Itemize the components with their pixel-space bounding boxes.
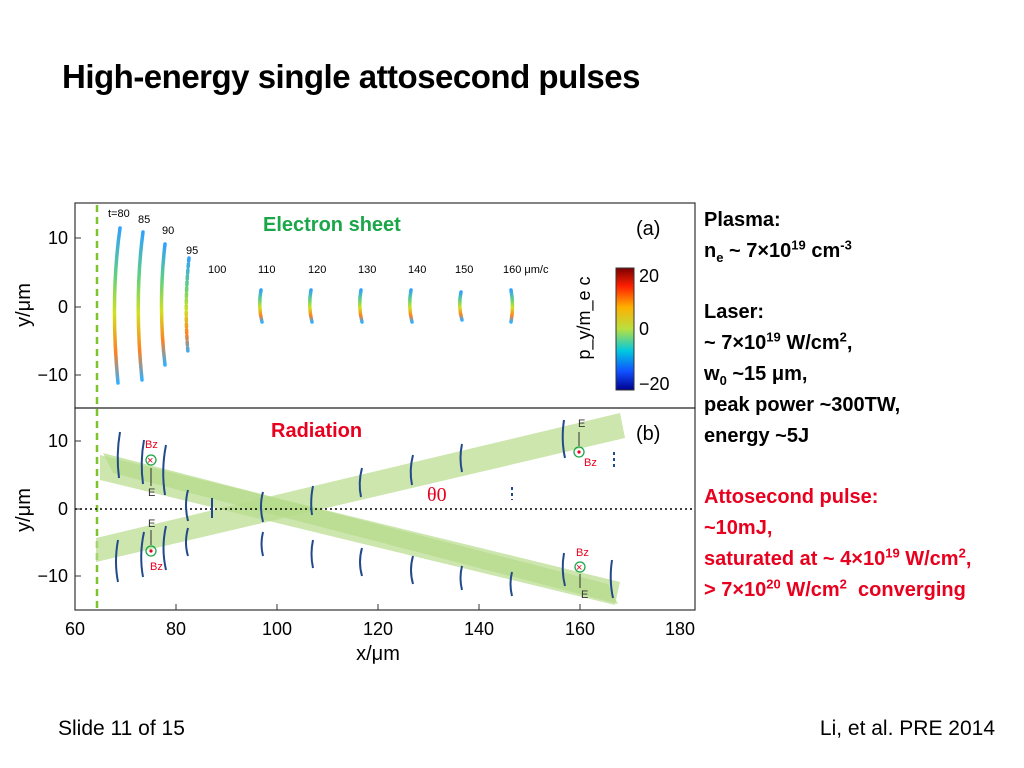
ytick-b-bot: −10 xyxy=(37,566,68,586)
beam-downward-body xyxy=(100,455,620,605)
laser-intensity: ~ 7×1019 W/cm2, xyxy=(704,329,853,354)
colorbar xyxy=(615,267,635,391)
reference: Li, et al. PRE 2014 xyxy=(819,717,995,740)
ytick-a-top: 10 xyxy=(48,228,68,248)
cbar-tick-mid: 0 xyxy=(639,319,649,339)
laser-energy: energy ~5J xyxy=(704,425,810,447)
panel-a-ylabel: y/μm xyxy=(13,283,35,327)
sheet-t130 xyxy=(357,288,364,324)
bz-label: Bz xyxy=(150,561,163,573)
time-label: 130 xyxy=(358,264,376,276)
sheet-t150 xyxy=(457,290,464,322)
bz-label: Bz xyxy=(576,547,589,559)
e-label: E xyxy=(148,487,155,499)
plasma-heading: Plasma: xyxy=(704,209,781,231)
field-markers: × Bz E Bz E Bz E × Bz E xyxy=(145,418,597,601)
radiation-annotation: Radiation xyxy=(271,420,363,442)
sheet-t120 xyxy=(307,288,314,324)
radiation-pulses xyxy=(115,419,615,599)
time-label: 100 xyxy=(208,264,226,276)
svg-text:×: × xyxy=(576,562,582,574)
xtick: 160 xyxy=(565,619,595,639)
panel-b-xlabel: x/μm xyxy=(356,643,400,665)
sheet-t110 xyxy=(257,288,264,324)
e-label: E xyxy=(148,518,155,530)
ytick-b-mid: 0 xyxy=(58,499,68,519)
panel-b-tag: (b) xyxy=(636,423,660,445)
laser-power: peak power ~300TW, xyxy=(704,394,901,416)
electron-sheet-annotation: Electron sheet xyxy=(263,214,401,236)
laser-heading: Laser: xyxy=(704,301,765,323)
ytick-a-mid: 0 xyxy=(58,297,68,317)
time-label: 85 xyxy=(138,214,150,226)
slide-number: Slide 11 of 15 xyxy=(58,717,185,740)
theta-label: θ0 xyxy=(427,484,447,506)
atto-energy: ~10mJ, xyxy=(704,517,773,539)
xtick: 100 xyxy=(262,619,292,639)
e-label: E xyxy=(578,418,585,430)
time-label: 90 xyxy=(162,225,174,237)
time-label: 110 xyxy=(258,264,276,276)
laser-waist: w0 ~15 μm, xyxy=(704,363,808,388)
colorbar-label: p_y/m_e c xyxy=(574,276,595,359)
panel-a-tag: (a) xyxy=(636,218,660,240)
ytick-b-top: 10 xyxy=(48,431,68,451)
panel-b-ylabel: y/μm xyxy=(13,488,35,532)
cbar-tick-bot: −20 xyxy=(639,374,670,394)
atto-heading: Attosecond pulse: xyxy=(704,486,879,508)
xtick: 120 xyxy=(363,619,393,639)
time-label: 95 xyxy=(186,245,198,257)
atto-saturated: saturated at ~ 4×1019 W/cm2, xyxy=(704,545,972,570)
panel-b-yticks: 10 0 −10 xyxy=(37,431,68,586)
time-label: 140 xyxy=(408,264,426,276)
bz-label: Bz xyxy=(145,439,158,451)
sheet-t160 xyxy=(509,288,515,324)
xtick: 180 xyxy=(665,619,695,639)
slide-title: High-energy single attosecond pulses xyxy=(62,58,640,95)
time-label: 150 xyxy=(455,264,473,276)
time-label: 160 μm/c xyxy=(503,264,549,276)
atto-converging: > 7×1020 W/cm2 converging xyxy=(704,576,966,601)
sheet-t95 xyxy=(184,256,191,355)
bz-label: Bz xyxy=(584,457,597,469)
simulation-figure: 10 0 −10 y/μm (a) t=80 85 90 95 100 110 … xyxy=(13,202,696,665)
panel-b-xticks: 60 80 100 120 140 160 180 xyxy=(65,619,695,639)
svg-text:×: × xyxy=(147,455,153,467)
parameters-panel: Plasma: ne ~ 7×1019 cm-3 Laser: ~ 7×1019… xyxy=(704,205,971,606)
time-labels: t=80 85 90 95 100 110 120 130 140 150 16… xyxy=(108,208,549,276)
cbar-tick-top: 20 xyxy=(639,266,659,286)
ytick-a-bot: −10 xyxy=(37,365,68,385)
sheet-t90 xyxy=(159,242,167,367)
electron-sheets xyxy=(112,226,515,385)
time-label: t=80 xyxy=(108,208,130,220)
sheet-t140 xyxy=(407,288,414,324)
time-label: 120 xyxy=(308,264,326,276)
panel-a-yticks: 10 0 −10 xyxy=(37,228,68,385)
e-label: E xyxy=(581,589,588,601)
xtick: 140 xyxy=(464,619,494,639)
sheet-t80 xyxy=(112,226,122,385)
sheet-t85 xyxy=(136,230,145,382)
plasma-density: ne ~ 7×1019 cm-3 xyxy=(704,237,852,265)
colorbar-ticks: 20 0 −20 xyxy=(639,266,670,394)
xtick: 80 xyxy=(166,619,186,639)
xtick: 60 xyxy=(65,619,85,639)
